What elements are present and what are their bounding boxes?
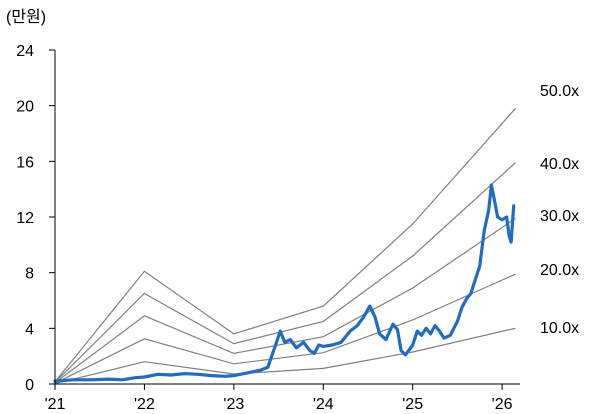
band-line-20.0x [54, 273, 516, 384]
band-label-10.0x: 10.0x [540, 320, 579, 337]
y-tick-label: 12 [16, 210, 34, 227]
x-tick-labels: '21 '22 '23 '24 '25 '26 [45, 384, 513, 413]
band-label-40.0x: 40.0x [540, 156, 579, 173]
x-tick-label: '22 [134, 396, 155, 413]
y-tick-labels: 0 4 8 12 16 20 24 [16, 43, 55, 394]
price-line [53, 183, 516, 383]
band-line-50.0x [54, 108, 516, 383]
y-tick-label: 16 [16, 154, 34, 171]
x-tick-label: '24 [313, 396, 334, 413]
y-tick-label: 4 [25, 321, 34, 338]
band-line-30.0x [54, 217, 516, 384]
y-axis-unit-label: (만원) [6, 8, 46, 26]
y-tick-label: 0 [25, 377, 34, 394]
price-series [53, 183, 516, 383]
band-label-30.0x: 30.0x [540, 208, 579, 225]
band-label-50.0x: 50.0x [540, 83, 579, 100]
band-line-10.0x [54, 327, 516, 385]
y-tick-label: 24 [16, 43, 34, 60]
y-tick-label: 8 [25, 266, 34, 283]
per-band-lines [54, 108, 516, 385]
x-tick-label: '26 [492, 396, 513, 413]
band-label-20.0x: 20.0x [540, 262, 579, 279]
x-tick-label: '23 [223, 396, 244, 413]
x-tick-label: '25 [402, 396, 423, 413]
x-tick-label: '21 [45, 396, 66, 413]
band-labels: 50.0x 40.0x 30.0x 20.0x 10.0x [540, 83, 579, 337]
y-tick-label: 20 [16, 99, 34, 116]
